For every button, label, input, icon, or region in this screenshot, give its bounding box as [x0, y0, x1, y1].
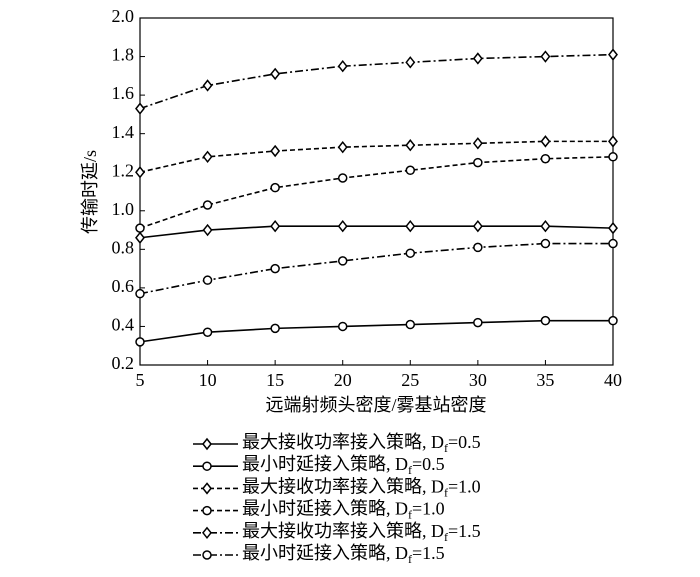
series-line: [139, 242, 613, 295]
diamond-marker: [135, 102, 145, 115]
diamond-marker: [270, 219, 281, 233]
circle-marker: [202, 200, 213, 210]
circle-marker: [337, 256, 348, 266]
diamond-marker: [337, 59, 348, 73]
diamond-marker: [608, 135, 618, 148]
y-tick-label: 1.4: [112, 122, 135, 142]
y-tick-label: 1.0: [112, 199, 135, 219]
diamond-marker: [270, 67, 281, 81]
x-tick-label: 5: [136, 370, 145, 390]
diamond-marker: [405, 56, 416, 69]
diamond-marker: [270, 144, 281, 158]
circle-marker: [405, 165, 416, 176]
circle-marker: [202, 327, 213, 337]
x-tick-label: 40: [604, 370, 622, 390]
diamond-marker: [405, 139, 416, 152]
diamond-marker: [202, 482, 212, 495]
circle-marker: [270, 182, 280, 193]
circle-marker: [608, 315, 618, 326]
circle-marker: [337, 173, 348, 183]
y-tick-label: 0.4: [112, 315, 135, 335]
series-line: [139, 53, 614, 110]
x-tick-label: 30: [469, 370, 487, 390]
circle-marker: [135, 288, 145, 299]
series-line: [139, 319, 613, 343]
y-tick-label: 2.0: [112, 6, 135, 26]
circle-marker: [540, 153, 551, 164]
diamond-marker: [608, 48, 618, 61]
y-axis-label: 传输时延/s: [80, 150, 100, 234]
diamond-marker: [202, 79, 213, 92]
legend-label: 最大接收功率接入策略, Df=1.0: [242, 477, 481, 500]
diamond-marker: [540, 219, 551, 233]
x-tick-label: 15: [266, 370, 284, 390]
circle-marker: [608, 238, 618, 249]
x-tick-label: 35: [536, 370, 554, 390]
x-tick-label: 20: [334, 370, 352, 390]
legend-label: 最小时延接入策略, Df=0.5: [242, 454, 445, 477]
diamond-marker: [472, 137, 483, 150]
legend-label: 最大接收功率接入策略, Df=1.5: [242, 521, 481, 544]
series-line: [139, 140, 613, 174]
x-tick-label: 25: [401, 370, 419, 390]
circle-marker: [270, 263, 280, 274]
legend-label: 最小时延接入策略, Df=1.5: [242, 543, 445, 566]
legend-label: 最小时延接入策略, Df=1.0: [242, 499, 445, 522]
diamond-marker: [472, 52, 483, 65]
y-tick-label: 0.6: [112, 276, 135, 296]
series-line: [139, 225, 614, 239]
circle-marker: [608, 152, 618, 162]
circle-marker: [202, 505, 212, 516]
y-tick-label: 0.8: [112, 237, 135, 257]
circle-marker: [202, 275, 213, 285]
circle-marker: [473, 157, 483, 168]
diamond-marker: [337, 140, 348, 154]
x-tick-label: 10: [199, 370, 217, 390]
y-tick-label: 0.2: [112, 353, 135, 373]
y-tick-label: 1.2: [112, 160, 135, 180]
diamond-marker: [405, 219, 416, 233]
diamond-marker: [608, 221, 618, 235]
diamond-marker: [202, 223, 213, 237]
circle-marker: [337, 321, 348, 332]
diamond-marker: [202, 526, 212, 540]
circle-marker: [202, 550, 212, 560]
diamond-marker: [337, 219, 348, 233]
legend-label: 最大接收功率接入策略, Df=0.5: [242, 432, 481, 455]
circle-marker: [135, 223, 145, 233]
x-axis-label: 远端射频头密度/雾基站密度: [266, 395, 487, 415]
circle-marker: [473, 317, 483, 328]
y-tick-label: 1.6: [112, 83, 135, 103]
circle-marker: [540, 238, 551, 249]
diamond-marker: [202, 150, 213, 164]
diamond-marker: [472, 219, 483, 233]
plot-frame: [139, 17, 614, 366]
series-line: [139, 156, 614, 229]
diamond-marker: [540, 50, 551, 63]
diamond-marker: [540, 135, 551, 148]
circle-marker: [135, 337, 145, 347]
circle-marker: [540, 315, 551, 326]
diamond-marker: [135, 231, 145, 244]
circle-marker: [405, 319, 416, 330]
circle-marker: [270, 323, 280, 334]
y-tick-label: 1.8: [112, 45, 135, 65]
circle-marker: [473, 242, 483, 253]
circle-marker: [405, 248, 416, 258]
diamond-marker: [202, 437, 212, 451]
diamond-marker: [135, 166, 145, 179]
circle-marker: [202, 461, 212, 471]
